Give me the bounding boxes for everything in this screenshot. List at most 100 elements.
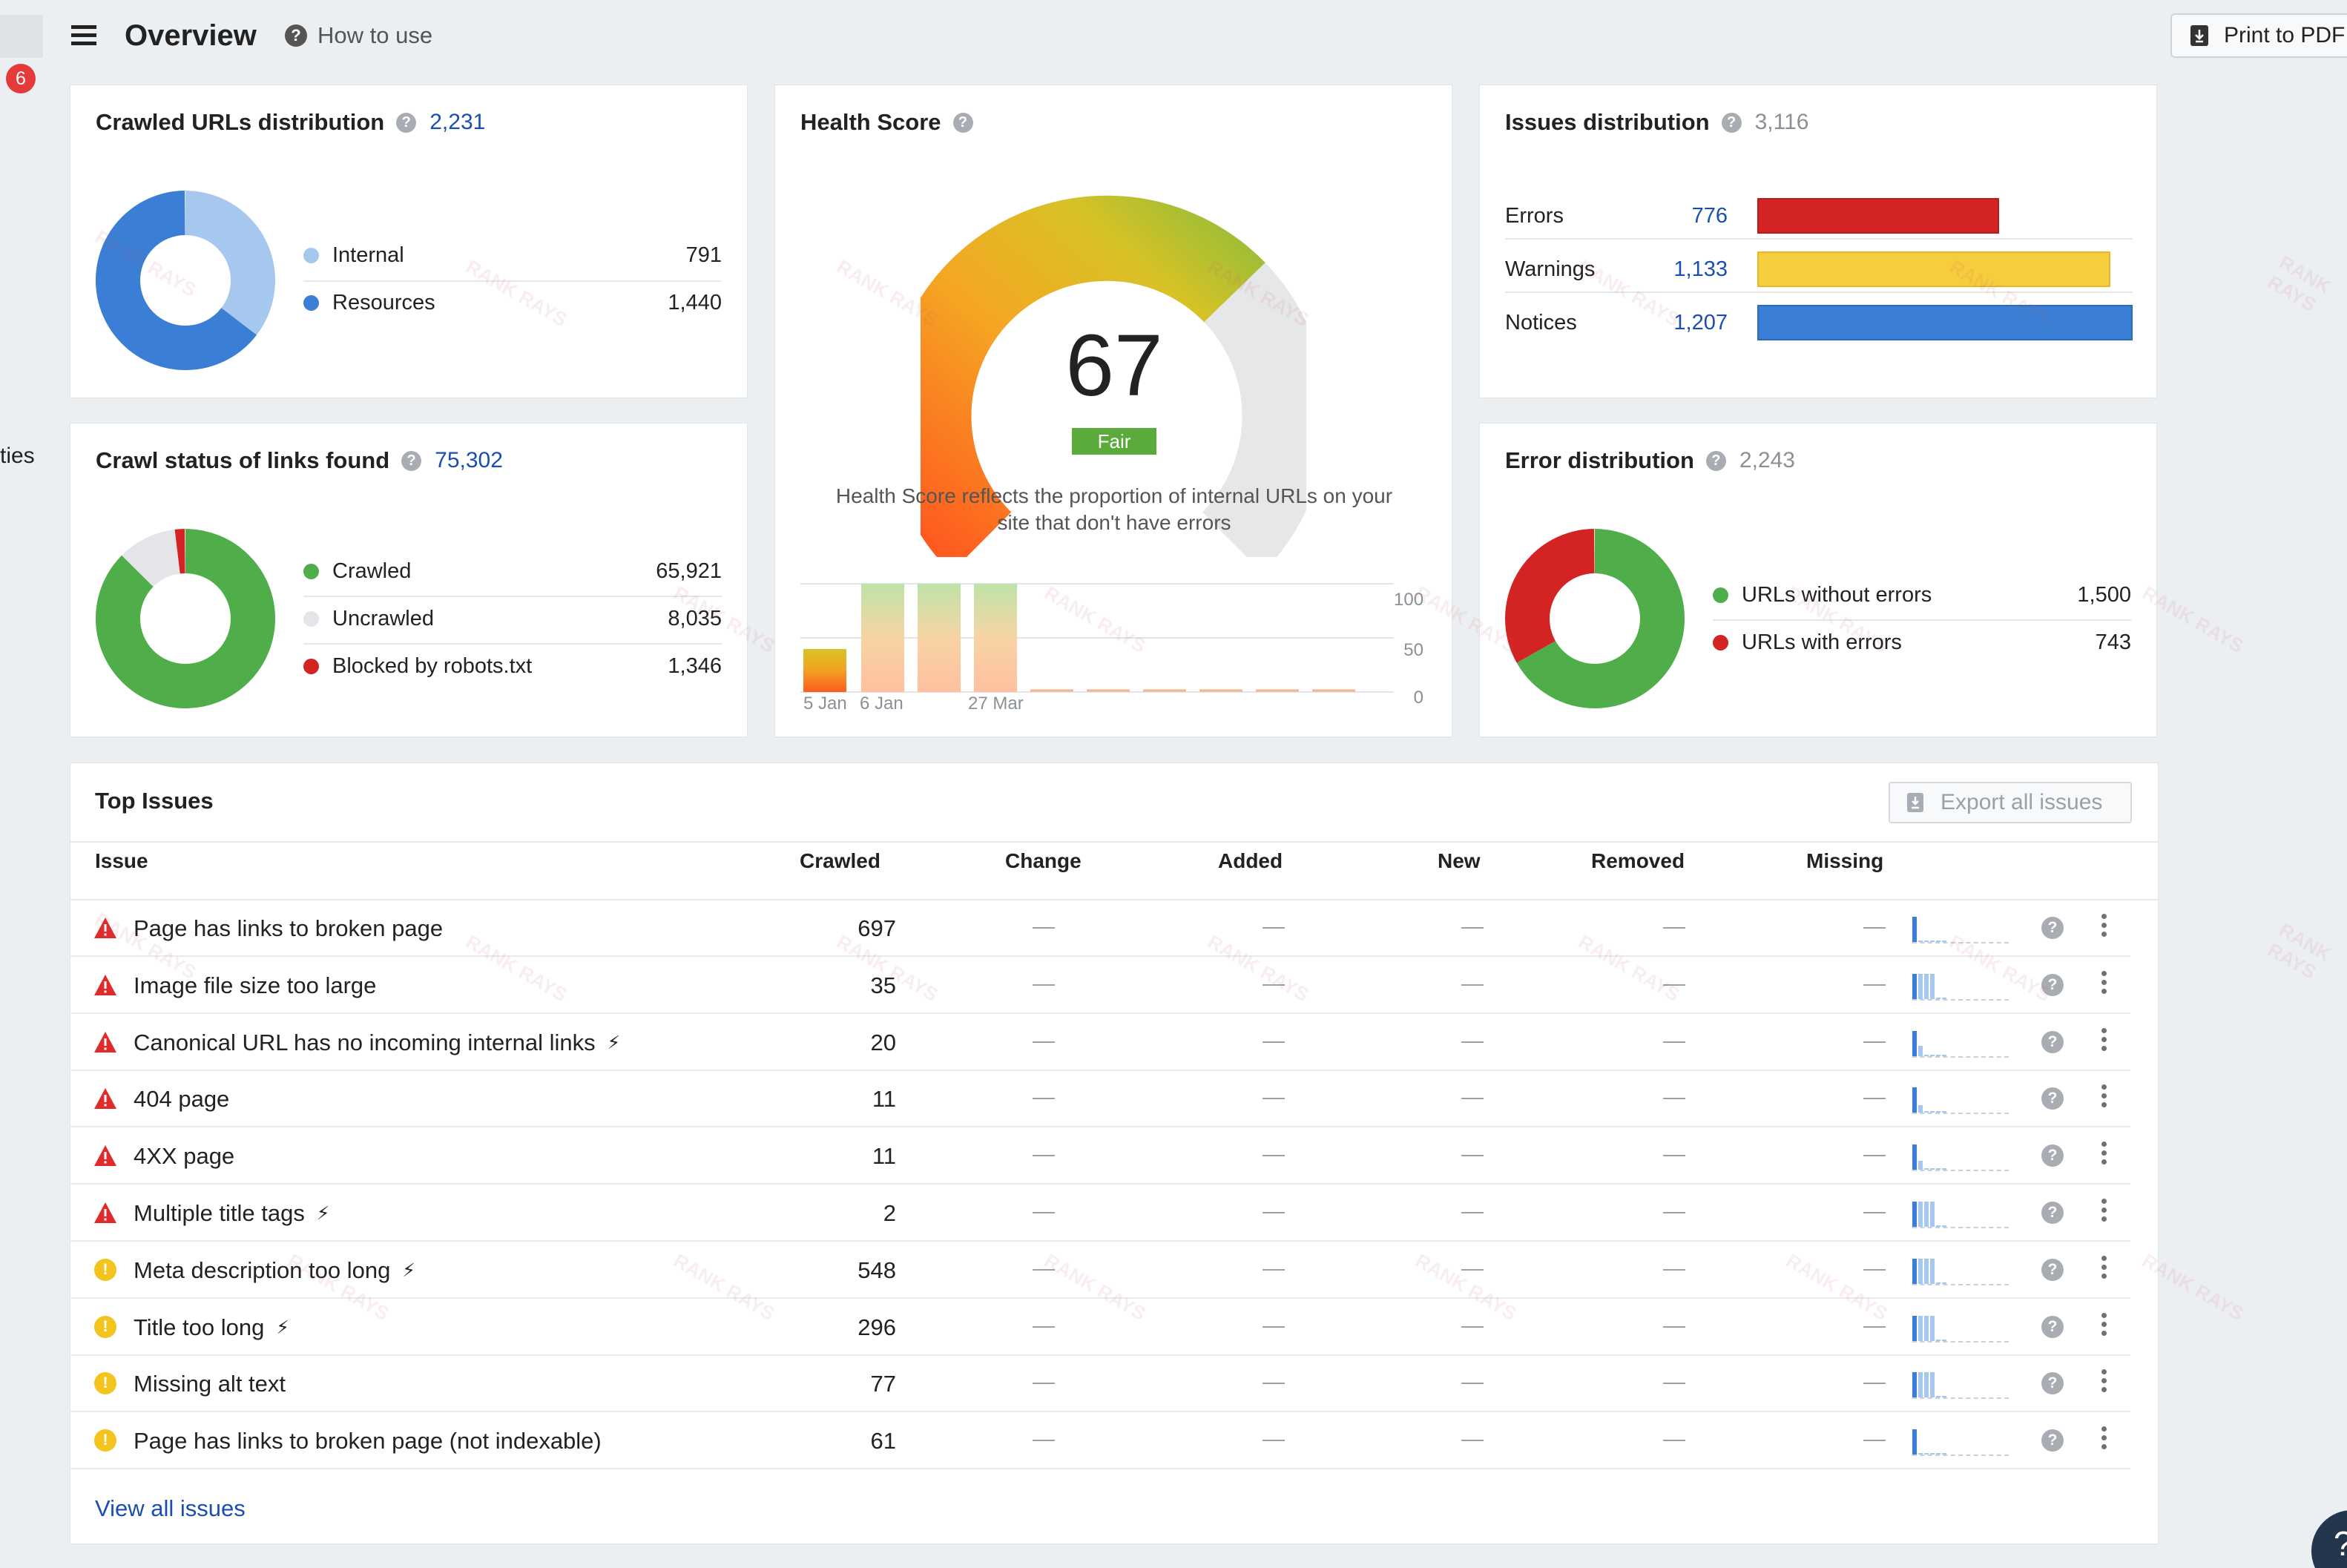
- menu-icon[interactable]: [71, 25, 96, 46]
- help-icon[interactable]: ?: [2041, 1429, 2064, 1452]
- help-icon[interactable]: ?: [2041, 1144, 2064, 1167]
- issue-name[interactable]: Meta description too long ⚡︎: [134, 1257, 415, 1284]
- table-row[interactable]: Multiple title tags ⚡︎ 2?: [70, 1185, 2130, 1242]
- print-label: Print to PDF: [2224, 23, 2346, 47]
- column-missing[interactable]: Missing: [1806, 849, 1884, 872]
- table-row[interactable]: 404 page 11?: [70, 1071, 2130, 1128]
- legend-urls-with-errors[interactable]: URLs with errors 743: [1713, 630, 2131, 655]
- more-options-icon[interactable]: [2100, 1369, 2107, 1399]
- trend-sparkline[interactable]: [1912, 971, 2009, 1001]
- table-row[interactable]: ! Title too long ⚡︎ 296?: [70, 1299, 2130, 1356]
- help-icon[interactable]: ?: [401, 450, 422, 471]
- crawled-value[interactable]: 548: [858, 1256, 896, 1283]
- help-icon[interactable]: ?: [2041, 1315, 2064, 1338]
- table-row[interactable]: Canonical URL has no incoming internal l…: [70, 1015, 2130, 1071]
- issue-name[interactable]: Canonical URL has no incoming internal l…: [134, 1030, 620, 1056]
- help-icon[interactable]: ?: [2041, 1030, 2064, 1053]
- sidebar-collapsed-tab[interactable]: [0, 15, 43, 58]
- more-options-icon[interactable]: [2100, 1312, 2107, 1343]
- trend-sparkline[interactable]: [1912, 1028, 2009, 1058]
- trend-sparkline[interactable]: [1912, 1256, 2009, 1285]
- export-all-issues-button[interactable]: Export all issues: [1889, 782, 2132, 823]
- more-options-icon[interactable]: [2100, 1426, 2107, 1456]
- issues-row-value[interactable]: 776: [1691, 204, 1728, 228]
- help-icon[interactable]: ?: [1721, 112, 1742, 133]
- help-icon[interactable]: ?: [396, 112, 417, 133]
- legend-blocked[interactable]: Blocked by robots.txt 1,346: [303, 654, 722, 679]
- trend-sparkline[interactable]: [1912, 914, 2009, 943]
- crawled-value[interactable]: 2: [883, 1200, 896, 1226]
- sparkline-bar: [1942, 1282, 1946, 1284]
- print-to-pdf-button[interactable]: Print to PDF: [2170, 13, 2347, 58]
- issues-row-notices[interactable]: Notices 1,207: [1505, 302, 2133, 343]
- issue-name[interactable]: Multiple title tags ⚡︎: [134, 1200, 329, 1227]
- column-issue[interactable]: Issue: [95, 849, 148, 872]
- table-row[interactable]: 4XX page 11?: [70, 1128, 2130, 1185]
- issue-name[interactable]: 4XX page: [134, 1143, 234, 1170]
- issues-row-value[interactable]: 1,207: [1673, 311, 1728, 335]
- trend-sparkline[interactable]: [1912, 1084, 2009, 1115]
- issues-row-warnings[interactable]: Warnings 1,133: [1505, 248, 2133, 290]
- crawled-value[interactable]: 11: [872, 1143, 896, 1170]
- issue-name[interactable]: 404 page: [134, 1086, 229, 1113]
- more-options-icon[interactable]: [2100, 1084, 2107, 1114]
- trend-sparkline[interactable]: [1912, 1369, 2009, 1400]
- trend-sparkline[interactable]: [1912, 1426, 2009, 1457]
- crawl-status-total[interactable]: 75,302: [435, 448, 503, 472]
- issues-row-value[interactable]: 1,133: [1673, 257, 1728, 281]
- view-all-issues-link[interactable]: View all issues: [95, 1495, 246, 1521]
- table-row[interactable]: ! Page has links to broken page (not inde…: [70, 1413, 2130, 1470]
- help-icon[interactable]: ?: [2041, 1372, 2064, 1395]
- notification-badge[interactable]: 6: [6, 64, 36, 93]
- crawled-value[interactable]: 20: [870, 1029, 896, 1055]
- help-icon[interactable]: ?: [2041, 917, 2064, 939]
- crawled-value[interactable]: 11: [872, 1086, 896, 1113]
- legend-urls-without-errors[interactable]: URLs without errors 1,500: [1713, 583, 2131, 607]
- table-row[interactable]: ! Meta description too long ⚡︎ 548?: [70, 1242, 2130, 1299]
- sidebar-truncated-text[interactable]: ties: [0, 444, 35, 468]
- help-icon[interactable]: ?: [2041, 1087, 2064, 1110]
- crawled-value[interactable]: 697: [858, 915, 896, 941]
- crawled-urls-total[interactable]: 2,231: [429, 110, 486, 134]
- more-options-icon[interactable]: [2100, 914, 2107, 943]
- legend-crawled[interactable]: Crawled 65,921: [303, 559, 722, 584]
- issue-name[interactable]: Page has links to broken page: [134, 915, 443, 942]
- more-options-icon[interactable]: [2100, 970, 2107, 1001]
- more-options-icon[interactable]: [2100, 1027, 2107, 1058]
- column-crawled[interactable]: Crawled: [800, 849, 880, 872]
- table-row[interactable]: Page has links to broken page 697?: [70, 900, 2130, 957]
- issue-name[interactable]: Missing alt text: [134, 1371, 286, 1397]
- column-change[interactable]: Change: [1005, 849, 1082, 872]
- legend-uncrawled[interactable]: Uncrawled 8,035: [303, 607, 722, 631]
- column-new[interactable]: New: [1438, 849, 1481, 872]
- trend-sparkline[interactable]: [1912, 1142, 2009, 1172]
- crawled-value[interactable]: 61: [870, 1428, 896, 1455]
- more-options-icon[interactable]: [2100, 1142, 2107, 1171]
- more-options-icon[interactable]: [2100, 1199, 2107, 1228]
- issues-distribution-card: Issues distribution ? 3,116 Errors 776 W…: [1479, 85, 2157, 398]
- column-added[interactable]: Added: [1218, 849, 1283, 872]
- issues-row-errors[interactable]: Errors 776: [1505, 195, 2133, 237]
- more-options-icon[interactable]: [2100, 1255, 2107, 1285]
- issue-name-text: Title too long: [134, 1314, 265, 1340]
- crawled-value[interactable]: 296: [858, 1314, 896, 1340]
- table-row[interactable]: ! Missing alt text 77?: [70, 1356, 2130, 1413]
- help-icon[interactable]: ?: [2041, 1258, 2064, 1281]
- column-removed[interactable]: Removed: [1591, 849, 1685, 872]
- legend-internal[interactable]: Internal 791: [303, 243, 722, 268]
- issue-name[interactable]: Page has links to broken page (not index…: [134, 1428, 602, 1455]
- help-icon[interactable]: ?: [2041, 1202, 2064, 1224]
- help-icon[interactable]: ?: [952, 112, 973, 133]
- crawled-value[interactable]: 77: [870, 1371, 896, 1397]
- crawled-value[interactable]: 35: [870, 972, 896, 998]
- trend-sparkline[interactable]: [1912, 1313, 2009, 1343]
- table-row[interactable]: Image file size too large 35?: [70, 958, 2130, 1014]
- how-to-use-link[interactable]: ? How to use: [285, 22, 432, 49]
- legend-resources[interactable]: Resources 1,440: [303, 291, 722, 315]
- help-icon[interactable]: ?: [2041, 973, 2064, 996]
- issue-name[interactable]: Image file size too large: [134, 972, 376, 999]
- issue-name[interactable]: Title too long ⚡︎: [134, 1314, 289, 1341]
- trend-sparkline[interactable]: [1912, 1199, 2009, 1228]
- help-icon[interactable]: ?: [1705, 450, 1726, 471]
- floating-help-button[interactable]: ?: [2311, 1510, 2347, 1568]
